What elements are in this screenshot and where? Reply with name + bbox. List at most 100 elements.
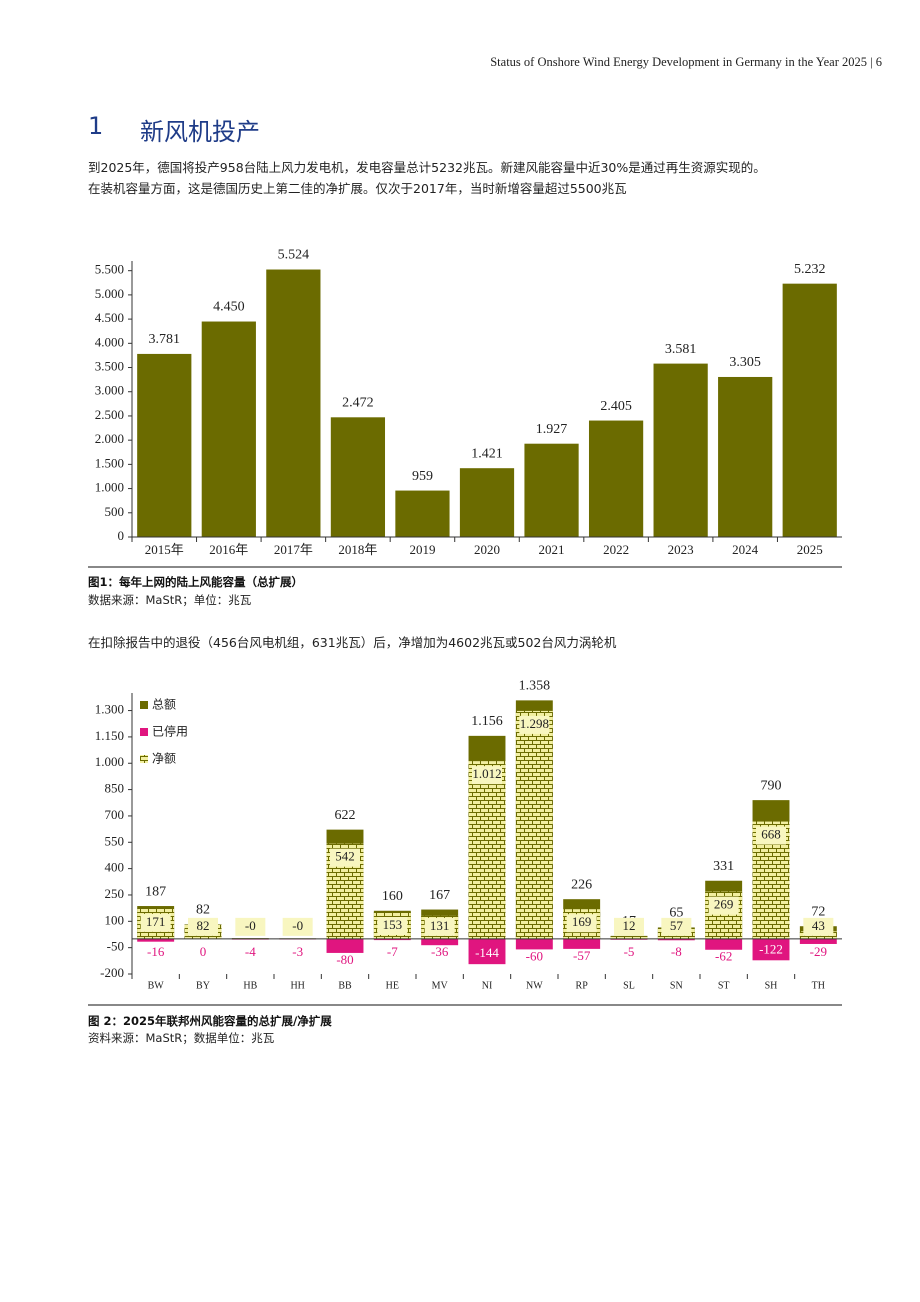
value-label: 2.472 [342,396,374,411]
x-tick-label: 2016年 [209,542,248,557]
value-label: -62 [715,949,732,964]
y-tick-label: 500 [105,504,125,519]
paragraph-line: 在装机容量方面，这是德国历史上第二佳的净扩展。仅次于2017年，当时新增容量超过… [88,181,627,196]
legend-swatch [140,728,148,736]
value-label: 5.524 [278,248,310,263]
value-label-bg [377,917,408,936]
figure-caption: 图 2：2025年联邦州风能容量的总扩展/净扩展 [88,1014,332,1028]
x-tick-label: 2018年 [338,542,377,557]
value-label: 82 [197,918,210,933]
value-label-bg [330,848,360,867]
value-label: 1.012 [472,766,501,781]
value-label: 2.405 [600,399,632,414]
value-label: -8 [671,944,682,959]
bar [653,363,708,537]
value-label-bg [566,914,597,933]
x-tick-label: HE [386,980,399,991]
legend-label: 已停用 [152,724,188,739]
bar [266,269,321,537]
y-tick-label: 850 [105,781,125,796]
x-tick-label: 2015年 [145,542,184,557]
y-tick-label: 3.000 [95,383,124,398]
bar [468,761,506,939]
section-title: 新风机投产 [140,118,260,146]
running-header: Status of Onshore Wind Energy Developmen… [490,55,882,69]
x-tick-label: 2019 [409,542,435,557]
bar [459,468,515,537]
bar [201,321,256,537]
value-label-bg [614,917,644,936]
bar [588,420,644,537]
bar [799,938,837,944]
bar [421,938,459,946]
x-tick-label: 2025 [797,542,823,557]
value-label: 1.927 [536,422,568,437]
x-tick-label: BB [338,980,352,991]
value-label: -7 [387,944,398,959]
x-tick-label: NI [482,980,493,991]
value-label: 959 [412,469,433,484]
value-label: 167 [429,888,450,903]
bar [752,938,790,961]
value-label-bg [519,715,550,734]
value-label: 43 [812,918,825,933]
value-label: -144 [475,945,499,960]
value-label: -0 [245,918,256,933]
value-label: 790 [761,778,782,793]
y-tick-label: 0 [118,528,125,543]
value-label: 57 [670,918,684,933]
figure-source: 数据来源：MaStR；单位：兆瓦 [88,593,252,607]
y-tick-label: 550 [105,833,125,848]
x-tick-label: 2023 [668,542,694,557]
paragraph: 在扣除报告中的退役（456台风电机组，631兆瓦）后，净增加为4602兆瓦或50… [88,635,617,650]
value-label: 160 [382,889,403,904]
y-tick-label: 3.500 [95,359,124,374]
x-tick-label: BY [196,980,210,991]
y-tick-label: 1.300 [95,702,124,717]
paragraph-line: 到2025年，德国将投产958台陆上风力发电机，发电容量总计5232兆瓦。新建风… [88,160,766,175]
y-tick-label: 5.500 [95,262,124,277]
y-tick-label: 1.000 [95,754,124,769]
chart: -200-501002504005507008501.0001.1501.300… [88,680,842,1006]
x-tick-label: NW [526,980,543,991]
value-label: 269 [714,897,734,912]
x-tick-label: RP [576,980,589,991]
value-label: 226 [571,877,592,892]
y-tick-label: -200 [100,965,124,980]
value-label: 3.305 [729,355,761,370]
value-label: -3 [292,944,303,959]
figure-caption: 图1：每年上网的陆上风能容量（总扩展） [88,575,303,589]
x-tick-label: 2021 [539,542,565,557]
value-label-bg [472,766,502,785]
value-label-bg [424,917,455,936]
y-tick-label: 1.000 [95,480,124,495]
bar [718,376,773,537]
value-label: 131 [430,918,450,933]
bar [563,938,601,949]
value-label: -5 [624,944,635,959]
figure-source: 资料来源：MaStR；数据单位：兆瓦 [88,1031,275,1045]
value-label: 171 [146,914,166,929]
legend-label: 净额 [152,752,176,766]
value-label-bg [282,917,313,936]
x-tick-label: HH [290,980,304,991]
x-tick-label: ST [718,980,730,991]
value-label: -16 [147,944,165,959]
chart: 0 500 1.000 1.500 2.000 2.500 3.000 3.500 4.000 4… [88,248,842,568]
value-label: 0 [200,944,207,959]
bar [326,938,364,953]
bar [330,417,386,537]
value-label: 65 [669,906,683,921]
section-number: 1 [88,112,104,140]
y-tick-label: -50 [107,939,124,954]
value-label: 12 [623,918,636,933]
value-label: -57 [573,948,591,963]
x-tick-label: 2024 [732,542,759,557]
value-label: -80 [336,952,353,967]
x-tick-label: 2017年 [274,542,313,557]
value-label: -0 [292,918,303,933]
value-label: 5.232 [794,262,826,277]
value-label: -60 [526,948,543,963]
x-tick-label: HB [243,980,257,991]
